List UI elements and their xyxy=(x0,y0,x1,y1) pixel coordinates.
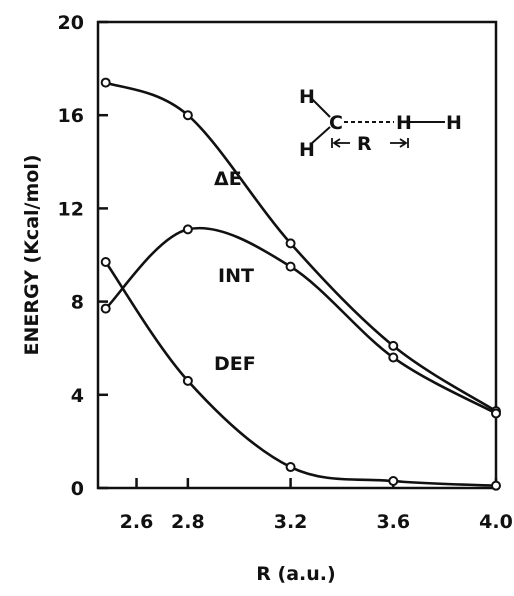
series-label-def: DEF xyxy=(214,353,256,375)
points-layer xyxy=(100,77,501,491)
y-tick-label: 0 xyxy=(71,478,84,500)
series-line-def xyxy=(104,261,497,487)
y-axis-title: ENERGY (Kcal/mol) xyxy=(21,154,43,355)
series-labels: ΔE INT DEF xyxy=(214,168,256,375)
y-axis: 0 4 8 12 16 20 xyxy=(58,12,108,500)
x-axis: 2.6 2.8 3.2 3.6 4.0 xyxy=(120,478,513,533)
y-tick-label: 4 xyxy=(71,385,84,407)
inset-bond-lower xyxy=(310,126,331,145)
inset-atom-h-right: H xyxy=(446,112,462,134)
y-tick-label: 8 xyxy=(71,292,84,314)
x-tick-label: 3.6 xyxy=(376,511,410,533)
inset-arrowhead-right xyxy=(399,138,408,148)
data-point-def xyxy=(285,462,296,473)
data-point-delta-e xyxy=(182,110,193,121)
data-point-int xyxy=(388,352,399,363)
molecule-inset: H H C H H R xyxy=(299,86,462,161)
plot-frame xyxy=(96,20,498,490)
inset-atom-h-bottom: H xyxy=(299,139,315,161)
data-point-int xyxy=(285,261,296,272)
x-tick-label: 2.8 xyxy=(171,511,205,533)
inset-atom-h-top: H xyxy=(299,86,315,108)
x-tick-label: 2.6 xyxy=(120,511,154,533)
data-point-int xyxy=(491,408,501,419)
inset-arrowhead-left xyxy=(332,138,341,148)
x-tick-label: 3.2 xyxy=(274,511,308,533)
data-point-int xyxy=(100,303,111,314)
data-point-delta-e xyxy=(285,238,296,249)
data-point-def xyxy=(100,256,111,267)
data-point-delta-e xyxy=(388,340,399,351)
inset-atom-c: C xyxy=(329,112,343,134)
x-axis-title: R (a.u.) xyxy=(256,563,335,585)
data-point-delta-e xyxy=(100,77,111,88)
data-point-int xyxy=(182,224,193,235)
x-tick-label: 4.0 xyxy=(479,511,513,533)
series-line-delta-e xyxy=(105,81,497,413)
series-label-int: INT xyxy=(218,265,254,287)
inset-distance-label: R xyxy=(357,133,372,155)
data-point-def xyxy=(388,476,399,487)
data-point-def xyxy=(182,375,193,386)
inset-atom-h-middle: H xyxy=(396,112,412,134)
y-tick-label: 12 xyxy=(58,198,84,220)
y-tick-label: 16 xyxy=(58,105,84,127)
inset-bond-upper xyxy=(310,97,331,118)
series-label-delta-e: ΔE xyxy=(214,168,242,190)
data-point-def xyxy=(491,480,501,491)
y-tick-label: 20 xyxy=(58,12,84,34)
